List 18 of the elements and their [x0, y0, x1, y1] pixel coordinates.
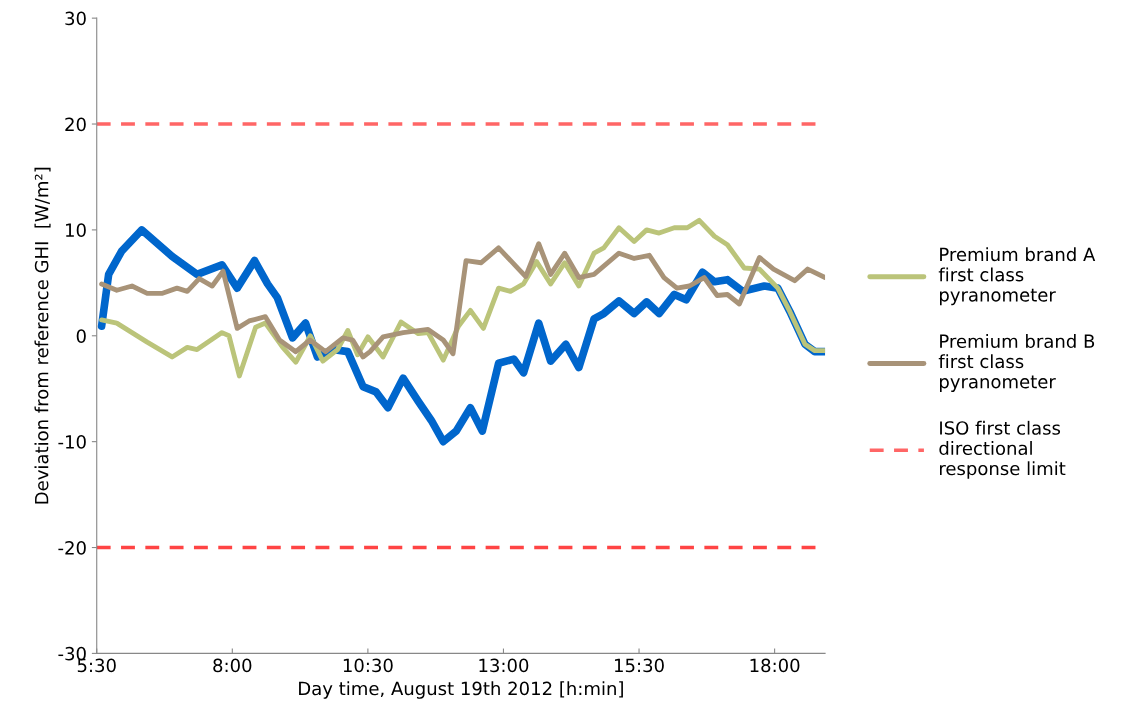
- line-series: [99, 241, 826, 360]
- y-axis-title: Deviation from reference GHI [W/m²]: [34, 167, 51, 504]
- line-series: [99, 217, 826, 379]
- y-tick-label: 0: [76, 329, 86, 343]
- x-tick-label: 18:00: [750, 658, 800, 673]
- x-tick-label: 13:00: [479, 658, 529, 673]
- x-tick-label: 15:30: [615, 658, 664, 673]
- legend-label: Premium brand B first class pyranometer: [938, 334, 1095, 392]
- y-tick-label: -20: [58, 540, 86, 555]
- y-tick-label: 20: [65, 117, 86, 132]
- legend-label: ISO first class directional response limit: [939, 420, 1066, 479]
- y-tick-label: -10: [58, 435, 86, 449]
- y-tick-label: 10: [66, 223, 86, 238]
- legend-label: Premium brand A first class pyranometer: [938, 247, 1096, 306]
- x-tick-label: 10:30: [343, 658, 393, 673]
- x-tick-label: 8:00: [213, 658, 252, 673]
- y-tick-label: 30: [65, 11, 86, 26]
- x-axis-title: Day time, August 19th 2012 [h:min]: [299, 681, 623, 699]
